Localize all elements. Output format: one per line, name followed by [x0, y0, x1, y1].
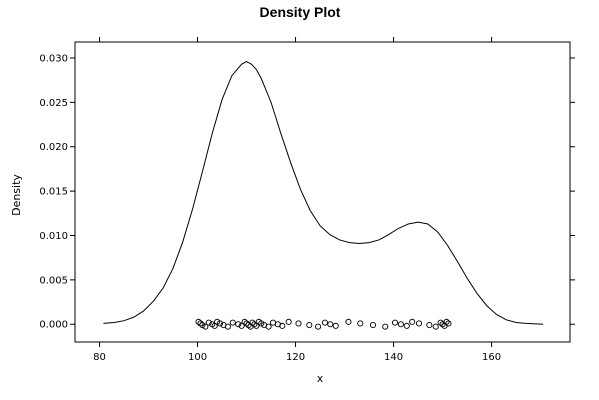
rug-point [235, 321, 242, 328]
rug-point [238, 322, 245, 329]
rug-point [391, 319, 399, 326]
y-tick-label: 0.025 [39, 98, 68, 109]
x-tick-label: 160 [482, 352, 501, 363]
rug-point [195, 318, 202, 325]
rug-point [241, 318, 248, 325]
rug-point [202, 323, 209, 330]
rug-point [306, 321, 313, 329]
x-axis-label: x [317, 372, 324, 385]
x-axis: 80 100 120 140 160 [93, 37, 501, 363]
y-tick-label: 0.000 [39, 320, 68, 331]
rug-point [327, 321, 334, 328]
density-curve [103, 60, 544, 325]
rug-point [249, 319, 256, 326]
rug-point [285, 318, 292, 325]
rug-point [279, 322, 286, 329]
y-tick-label: 0.010 [39, 231, 68, 242]
rug-point [321, 319, 329, 326]
rug-point [295, 320, 302, 327]
rug-point [345, 318, 352, 325]
y-tick-label: 0.030 [39, 53, 68, 64]
y-axis: 0.000 0.005 0.010 0.015 0.020 0.025 0.030 [39, 53, 575, 331]
rug-point [382, 323, 389, 330]
y-tick-label: 0.005 [39, 275, 68, 286]
rug-point [205, 319, 212, 326]
rug-point [397, 321, 404, 328]
x-tick-label: 120 [286, 352, 305, 363]
x-tick-label: 80 [93, 352, 106, 363]
rug-point [443, 318, 450, 325]
rug-point [199, 321, 206, 329]
rug-point [269, 319, 277, 326]
rug-point [217, 320, 224, 327]
x-tick-label: 100 [188, 352, 207, 363]
rug-point [332, 322, 339, 329]
rug-point [357, 320, 364, 327]
plot-frame [74, 41, 571, 343]
rug-point [415, 320, 423, 327]
rug-point [426, 321, 433, 329]
rug-point [369, 321, 377, 329]
rug-point [432, 323, 439, 330]
y-tick-label: 0.020 [39, 142, 68, 153]
rug-point [214, 318, 221, 325]
chart-title: Density Plot [260, 4, 341, 20]
rug-point [224, 323, 231, 330]
rug-point [445, 320, 452, 327]
series-layer [103, 60, 544, 330]
rug-point [409, 318, 416, 325]
rug-point [437, 319, 444, 326]
y-axis-label: Density [10, 174, 23, 216]
rug-point [258, 320, 265, 327]
rug-point [315, 323, 322, 330]
rug-point [197, 320, 204, 327]
y-tick-label: 0.015 [39, 187, 68, 198]
rug-point [265, 323, 272, 330]
x-tick-label: 140 [384, 352, 403, 363]
rug-point [243, 320, 250, 327]
rug-point [403, 322, 410, 329]
rug-point [229, 319, 236, 326]
